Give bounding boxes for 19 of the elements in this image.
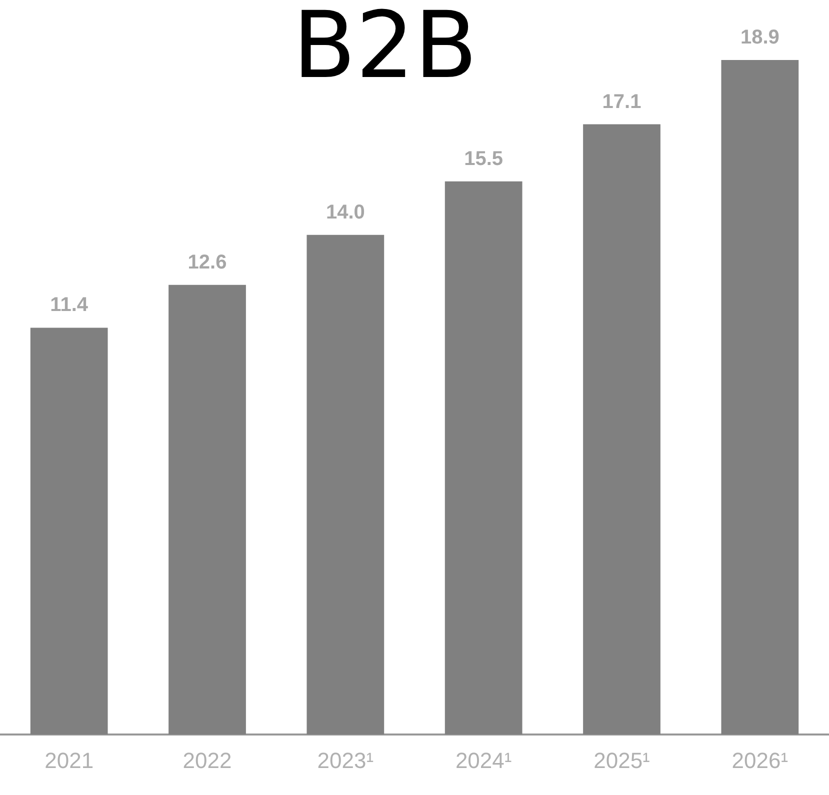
chart-title: B2B <box>292 0 478 99</box>
x-tick-label: 2021 <box>44 748 94 773</box>
data-label: 17.1 <box>602 90 642 113</box>
x-tick-label: 2024¹ <box>455 748 512 773</box>
bar <box>721 60 799 735</box>
bar <box>444 181 522 735</box>
data-label: 15.5 <box>464 148 504 170</box>
x-tick-label: 2023¹ <box>317 748 374 773</box>
x-tick-label: 2025¹ <box>594 748 650 773</box>
data-label: 11.4 <box>50 294 89 316</box>
bar <box>168 284 246 735</box>
data-label: 14.0 <box>326 201 365 224</box>
bar <box>30 328 108 735</box>
bar <box>306 234 384 735</box>
data-label: 18.9 <box>740 26 780 49</box>
data-label: 12.6 <box>188 251 227 274</box>
x-tick-label: 2022 <box>182 748 232 773</box>
bar <box>583 124 660 735</box>
x-tick-label: 2026¹ <box>732 748 788 773</box>
